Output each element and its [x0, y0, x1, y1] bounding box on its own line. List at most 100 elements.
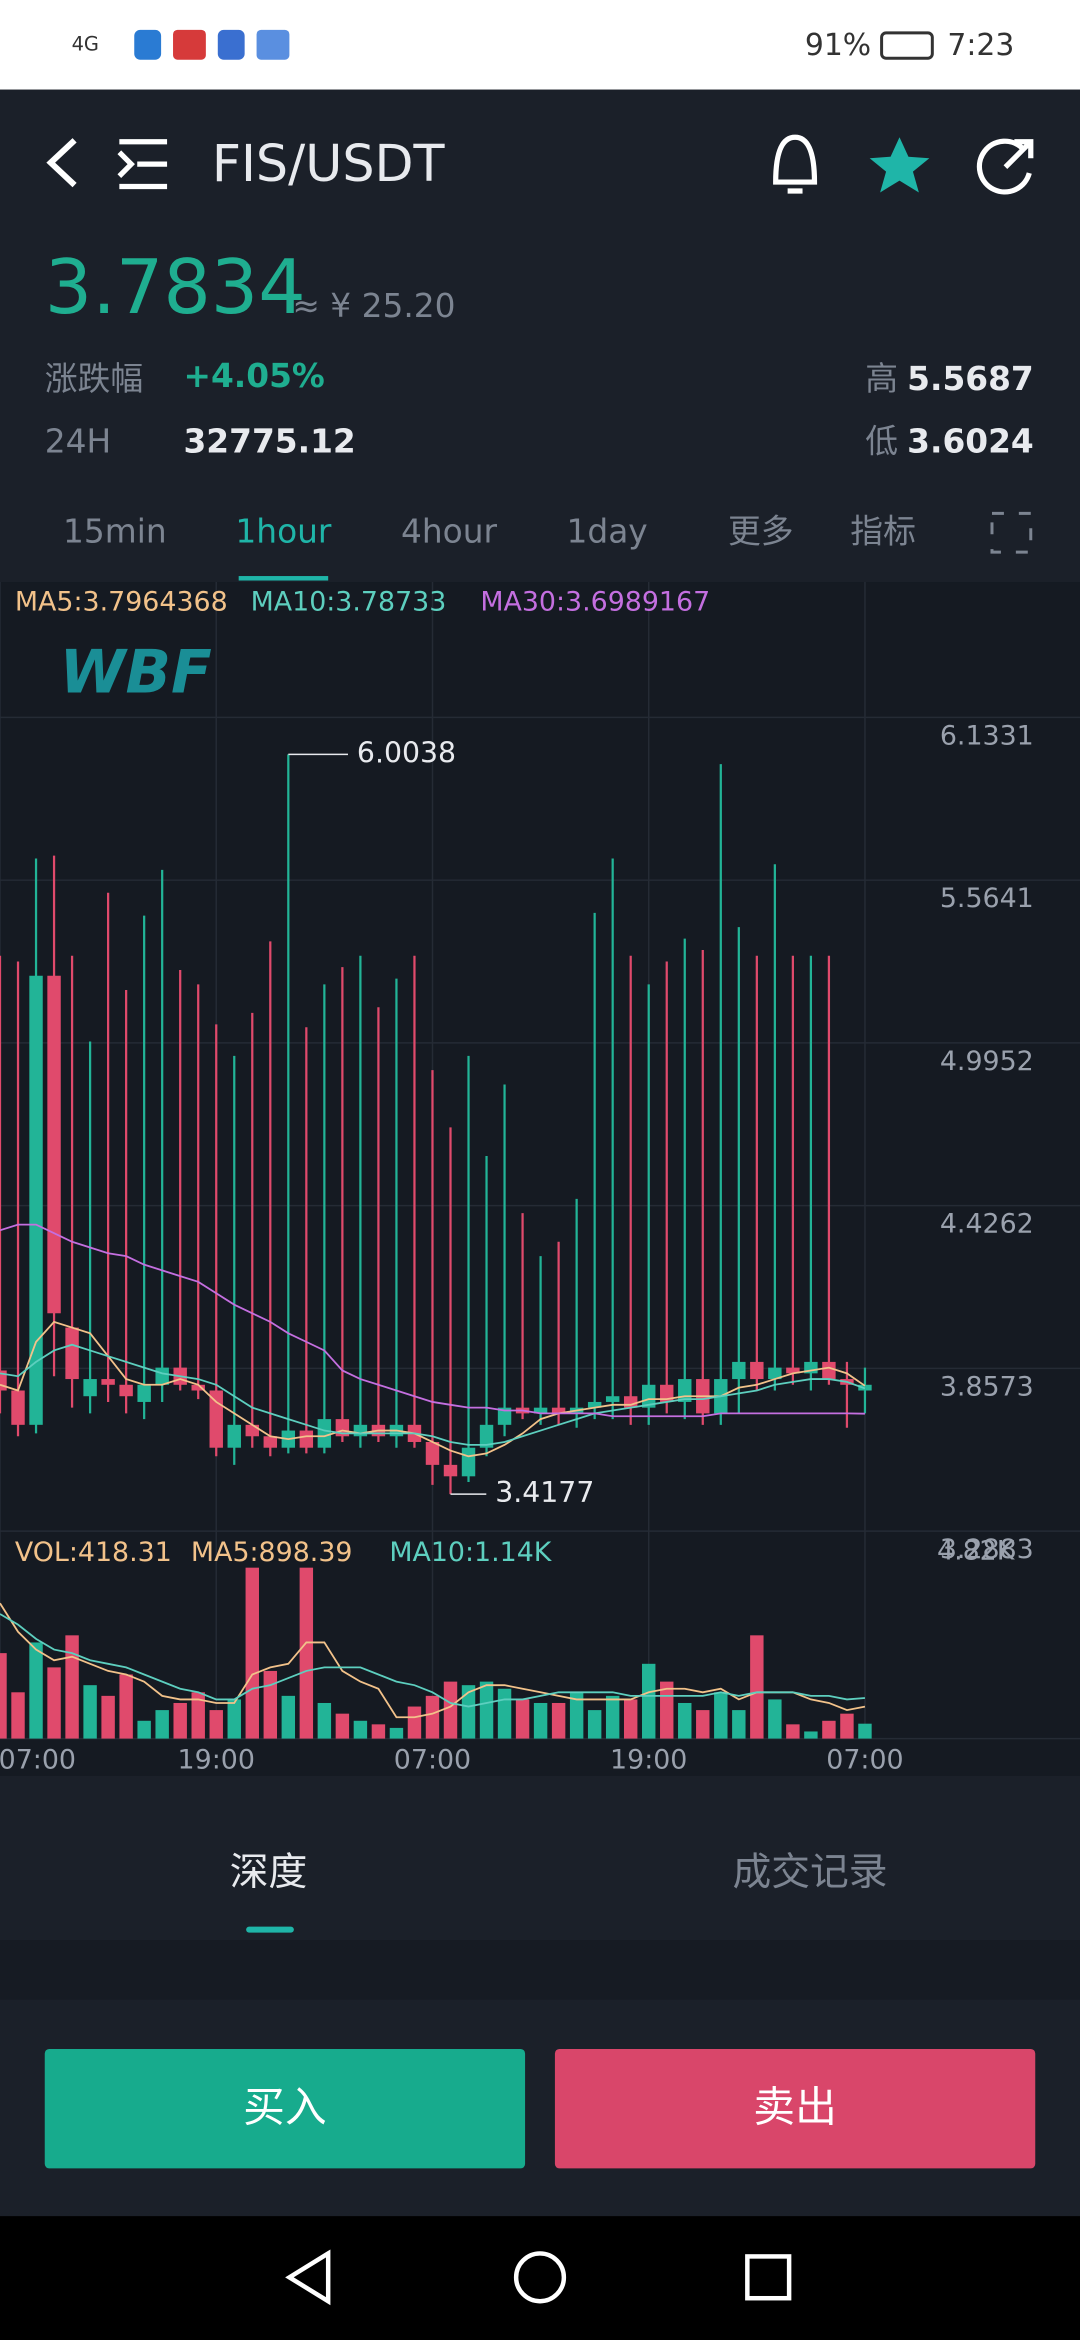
- nav-back[interactable]: [285, 2249, 331, 2306]
- candle-body: [29, 975, 43, 1425]
- low-label: 低: [865, 423, 898, 461]
- interval-tab[interactable]: 指标: [850, 512, 916, 550]
- volume-bar: [425, 1695, 440, 1739]
- menu-button[interactable]: [117, 139, 168, 190]
- volume-bar: [245, 1567, 259, 1739]
- volume-bar: [461, 1685, 476, 1739]
- candle-body: [353, 1424, 368, 1437]
- volume-bar: [263, 1670, 278, 1739]
- candle-body: [11, 1390, 25, 1425]
- volume-bar: [569, 1692, 584, 1739]
- vol-ma-line: [0, 1613, 866, 1708]
- volume-bar: [65, 1635, 79, 1739]
- volume-bar: [587, 1710, 602, 1739]
- candle-body: [533, 1407, 548, 1414]
- y-tick-label: 3.2883: [940, 1534, 1034, 1565]
- volume-bar: [101, 1695, 115, 1739]
- cny-price: ≈ ¥ 25.20: [292, 287, 455, 325]
- buy-button[interactable]: [44, 2048, 526, 2169]
- interval-tab[interactable]: 1hour: [235, 512, 332, 550]
- interval-tab[interactable]: 4hour: [401, 512, 498, 550]
- alert-button[interactable]: [773, 134, 818, 194]
- change-label: 涨跌幅: [45, 360, 143, 398]
- candle-body: [299, 1430, 314, 1448]
- volume-bar: [732, 1710, 746, 1739]
- min-label: 3.4177: [495, 1476, 594, 1509]
- ma-line: [0, 1343, 866, 1446]
- volume-bar: [155, 1710, 169, 1739]
- interval-tab[interactable]: 更多: [728, 512, 794, 550]
- volume-bar: [714, 1692, 728, 1739]
- volume-bar: [191, 1692, 205, 1739]
- candle-body: [461, 1447, 476, 1477]
- volume-bar: [209, 1710, 223, 1739]
- nav-recent[interactable]: [745, 2254, 792, 2301]
- sell-label: 卖出: [753, 2083, 837, 2132]
- volume-label: 24H: [45, 423, 111, 461]
- y-tick-label: 4.4262: [940, 1209, 1034, 1240]
- vol-legend: MA5:898.39: [191, 1537, 353, 1568]
- candle-body: [551, 1407, 566, 1414]
- volume-bar: [335, 1713, 350, 1739]
- sell-button[interactable]: [554, 2048, 1036, 2169]
- candle-body: [623, 1396, 638, 1408]
- buy-label: 买入: [243, 2083, 327, 2132]
- volume-bar: [804, 1731, 818, 1739]
- candle-body: [425, 1441, 440, 1465]
- candle-body: [83, 1379, 97, 1397]
- low-value: 3.6024: [907, 423, 1034, 461]
- nav-bar: [0, 2216, 1080, 2340]
- volume-bar: [227, 1699, 241, 1739]
- volume-bar: [11, 1692, 25, 1739]
- high-label: 高: [865, 360, 898, 398]
- nav-home[interactable]: [513, 2251, 567, 2304]
- interval-tab[interactable]: 1day: [567, 512, 648, 550]
- candle-body: [443, 1464, 458, 1477]
- candle-body: [227, 1424, 241, 1448]
- depth-tab[interactable]: 深度: [230, 1850, 308, 1895]
- candle-body: [155, 1367, 169, 1385]
- vol-tick-label: 4.82K: [937, 1536, 1016, 1567]
- candle-body: [317, 1419, 332, 1448]
- y-tick-label: 3.8573: [940, 1371, 1034, 1402]
- max-label: 6.0038: [357, 736, 456, 769]
- volume-bar: [786, 1724, 800, 1739]
- volume-bar: [551, 1702, 566, 1739]
- volume-bar: [47, 1667, 61, 1739]
- volume-bar: [696, 1710, 710, 1739]
- volume-bar: [119, 1674, 133, 1739]
- volume-bar: [642, 1663, 656, 1739]
- volume-bar: [822, 1720, 836, 1739]
- volume-bar: [750, 1635, 764, 1739]
- volume-bar: [605, 1695, 620, 1739]
- favorite-button[interactable]: [869, 137, 930, 193]
- volume-bar: [858, 1723, 872, 1739]
- divider: [0, 1940, 1080, 2000]
- volume-bar: [83, 1685, 97, 1739]
- vol-ma-line: [0, 1602, 866, 1719]
- status-bar: [0, 0, 1080, 90]
- volume-bar: [389, 1727, 404, 1739]
- network: 4G: [72, 32, 99, 55]
- volume-bar: [353, 1720, 368, 1739]
- candle-body: [605, 1396, 620, 1402]
- candle-body: [642, 1384, 656, 1408]
- volume-bar: [371, 1724, 386, 1739]
- candle-body: [768, 1367, 782, 1380]
- interval-tab[interactable]: 15min: [63, 512, 167, 550]
- clock: 7:23: [947, 28, 1014, 63]
- volume-bar: [479, 1681, 494, 1739]
- volume-bar: [533, 1702, 548, 1739]
- fullscreen-button[interactable]: [990, 511, 1033, 554]
- y-tick-label: 6.1331: [940, 720, 1034, 751]
- ma-legend: MA10:3.78733: [251, 586, 447, 617]
- battery-icon: [880, 31, 934, 60]
- back-button[interactable]: [46, 138, 77, 188]
- share-button[interactable]: [976, 138, 1034, 195]
- candle-body: [0, 1370, 7, 1391]
- battery-level: 91%: [805, 28, 871, 63]
- trades-tab[interactable]: 成交记录: [732, 1850, 887, 1895]
- volume-bar: [768, 1699, 782, 1739]
- candle-body: [263, 1436, 278, 1448]
